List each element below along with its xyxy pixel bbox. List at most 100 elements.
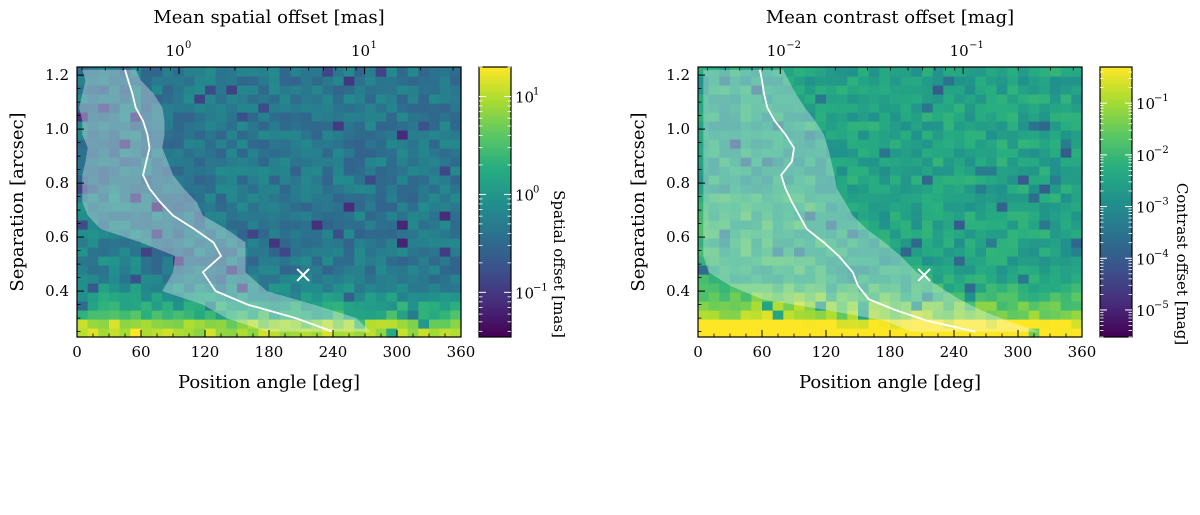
heatmap-cell [386,184,398,194]
heatmap-cell [868,130,880,140]
heatmap-cell [794,319,806,329]
heatmap-cell [1050,292,1062,302]
heatmap-cell [365,139,377,149]
heatmap-cell [215,157,227,167]
top-tick-exponent: 1 [371,40,377,51]
heatmap-cell [975,220,987,230]
heatmap-cell [954,229,966,239]
heatmap-cell [98,229,110,239]
heatmap-cell [1060,319,1072,329]
heatmap-cell [173,202,185,212]
heatmap-cell [301,103,313,113]
heatmap-cell [836,103,848,113]
heatmap-cell [151,148,163,158]
heatmap-cell [215,247,227,257]
heatmap-cell [333,85,345,95]
heatmap-cell [375,130,387,140]
heatmap-cell [932,202,944,212]
heatmap-cell [847,148,859,158]
heatmap-cell [794,139,806,149]
x-tick-label: 300 [1004,343,1033,361]
heatmap-cell [258,76,270,86]
heatmap-cell [751,112,763,122]
heatmap-cell [986,184,998,194]
heatmap-cell [141,220,153,230]
heatmap-cell [386,94,398,104]
heatmap-cell [890,256,902,266]
x-tick-label: 240 [319,343,348,361]
heatmap-cell [365,292,377,302]
heatmap-cell [290,148,302,158]
heatmap-cell [151,292,163,302]
heatmap-cell [354,175,366,185]
heatmap-cell [279,202,291,212]
heatmap-cell [247,112,259,122]
heatmap-cell [730,76,742,86]
heatmap-cell [194,112,206,122]
heatmap-cell [815,283,827,293]
heatmap-cell [311,319,323,329]
heatmap-cell [858,157,870,167]
heatmap-cell [279,67,291,77]
heatmap-cell [183,94,195,104]
heatmap-cell [333,265,345,275]
heatmap-cell [943,121,955,131]
heatmap-cell [1060,103,1072,113]
heatmap-cell [418,220,430,230]
heatmap-cell [1028,112,1040,122]
heatmap-cell [1018,292,1030,302]
heatmap-cell [708,103,720,113]
heatmap-cell [141,328,153,338]
heatmap-cell [429,139,441,149]
heatmap-cell [954,247,966,257]
heatmap-cell [429,157,441,167]
heatmap-cell [290,220,302,230]
heatmap-cell [258,247,270,257]
colorbar-tick-label: 10 [515,88,534,106]
heatmap-cell [879,139,891,149]
heatmap-cell [397,121,409,131]
heatmap-cell [826,130,838,140]
heatmap-cell [868,157,880,167]
heatmap-cell [708,121,720,131]
heatmap-cell [804,265,816,275]
heatmap-cell [173,301,185,311]
heatmap-cell [141,265,153,275]
heatmap-cell [173,238,185,248]
heatmap-cell [922,94,934,104]
heatmap-cell [279,148,291,158]
heatmap-cell [879,76,891,86]
heatmap-cell [322,265,334,275]
heatmap-cell [922,211,934,221]
heatmap-cell [922,175,934,185]
heatmap-cell [375,139,387,149]
heatmap-cell [439,301,451,311]
heatmap-cell [1071,220,1083,230]
heatmap-cell [783,328,795,338]
heatmap-cell [943,202,955,212]
heatmap-cell [900,148,912,158]
heatmap-cell [986,310,998,320]
heatmap-cell [215,76,227,86]
heatmap-cell [922,157,934,167]
heatmap-cell [751,76,763,86]
heatmap-cell [205,121,217,131]
heatmap-cell [772,274,784,284]
heatmap-cell [858,184,870,194]
heatmap-cell [130,319,142,329]
heatmap-cell [130,292,142,302]
heatmap-cell [450,85,462,95]
heatmap-cell [269,256,281,266]
heatmap-cell [322,130,334,140]
heatmap-cell [354,247,366,257]
heatmap-cell [815,229,827,239]
heatmap-cell [698,202,710,212]
heatmap-cell [783,112,795,122]
heatmap-cell [450,175,462,185]
heatmap-cell [1071,274,1083,284]
heatmap-cell [975,238,987,248]
heatmap-cell [815,274,827,284]
x-tick-label: 360 [1068,343,1097,361]
heatmap-cell [783,121,795,131]
heatmap-cell [247,256,259,266]
